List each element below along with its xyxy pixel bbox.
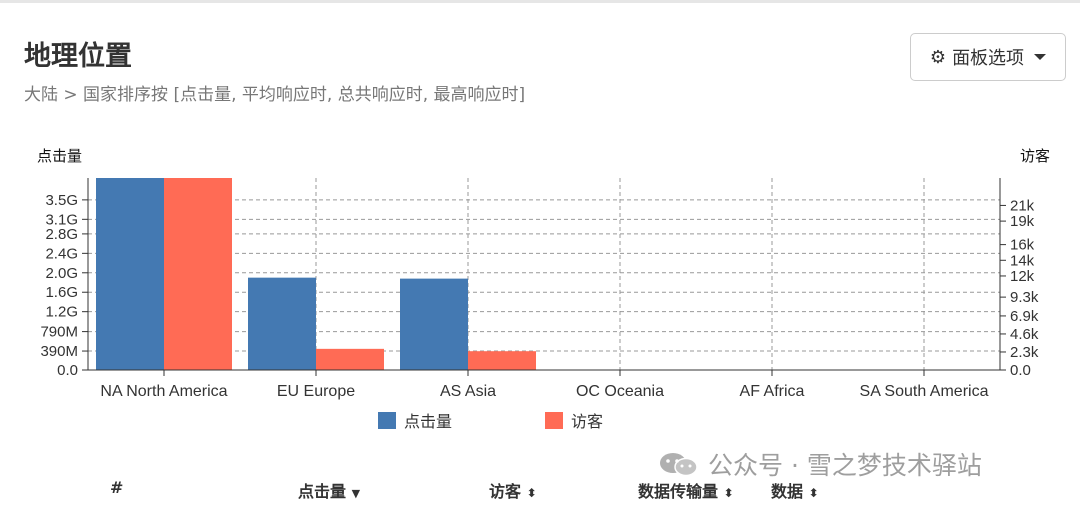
y-left-tick-label: 1.2G	[45, 304, 78, 321]
caret-down-icon	[1034, 54, 1047, 60]
x-tick-label: NA North America	[100, 383, 227, 400]
y-left-tick-label: 2.0G	[45, 265, 78, 282]
sort-icon: ⬍	[723, 486, 734, 500]
y-left-tick-label: 390M	[40, 343, 78, 360]
col-bandwidth-label: 数据传输量	[638, 482, 719, 501]
y-right-tick-label: 0.0	[1010, 362, 1031, 379]
y-left-tick-label: 3.1G	[45, 211, 78, 228]
col-bandwidth[interactable]: 数据传输量 ⬍	[638, 478, 734, 502]
y-right-tick-label: 14k	[1010, 252, 1035, 269]
page-title: 地理位置	[24, 41, 132, 72]
y-right-axis-label: 访客	[1020, 147, 1050, 165]
watermark-text: 公众号 · 雪之梦技术驿站	[708, 451, 982, 480]
y-left-tick-label: 0.0	[57, 362, 78, 379]
sort-desc-icon: ▼	[351, 487, 361, 500]
y-left-tick-label: 2.8G	[45, 226, 78, 243]
bar-hits	[96, 178, 164, 370]
y-right-tick-label: 21k	[1010, 197, 1035, 214]
x-tick-label: AF Africa	[740, 383, 805, 400]
col-hits[interactable]: 点击量 ▼	[298, 478, 360, 502]
gear-icon: ⚙	[929, 46, 947, 68]
y-left-tick-label: 790M	[40, 324, 78, 341]
x-tick-label: OC Oceania	[576, 383, 664, 400]
page-subtitle: 大陆 > 国家排序按 [点击量, 平均响应时, 总共响应时, 最高响应时]	[24, 85, 526, 105]
geo-bar-chart: 0.0 390M 790M 1.2G 1.6G 2.0G 2.4G 2.8G3.1G 3.5G 0…	[37, 147, 1050, 431]
top-border	[0, 0, 1080, 3]
legend-label: 访客	[571, 412, 603, 431]
x-tick-label: EU Europe	[277, 383, 355, 400]
y-left-tick-label: 2.4G	[45, 245, 78, 262]
y-right-tick-label: 9.3k	[1010, 289, 1039, 306]
y-right-tick-label: 4.6k	[1010, 326, 1039, 343]
wechat-icon	[658, 451, 700, 477]
panel-options-button[interactable]: ⚙ 面板选项	[910, 33, 1066, 81]
bar-visitors	[468, 351, 536, 370]
sort-icon: ⬍	[526, 486, 537, 500]
x-tick-label: AS Asia	[440, 383, 496, 400]
legend-swatch	[378, 412, 396, 429]
panel-options-label: 面板选项	[952, 48, 1025, 69]
col-data-label: 数据	[771, 482, 804, 501]
col-visitors[interactable]: 访客 ⬍	[489, 478, 537, 502]
col-hash[interactable]: #	[110, 478, 124, 497]
col-visitors-label: 访客	[489, 482, 522, 501]
bar-hits	[248, 277, 316, 370]
bar-hits	[400, 278, 468, 370]
col-hits-label: 点击量	[298, 482, 347, 501]
bar-visitors	[316, 348, 384, 370]
y-left-axis-label: 点击量	[37, 147, 82, 165]
legend-label: 点击量	[404, 412, 452, 431]
col-data[interactable]: 数据 ⬍	[771, 478, 819, 502]
sort-icon: ⬍	[808, 486, 819, 500]
y-right-tick-label: 12k	[1010, 268, 1035, 285]
y-left-tick-label: 3.5G	[45, 192, 78, 209]
y-right-tick-label: 2.3k	[1010, 344, 1039, 361]
y-right-tick-label: 6.9k	[1010, 308, 1039, 325]
y-left-tick-label: 1.6G	[45, 284, 78, 301]
y-right-tick-label: 19k	[1010, 213, 1035, 230]
x-tick-label: SA South America	[860, 383, 989, 400]
y-right-tick-label: 16k	[1010, 237, 1035, 254]
legend-swatch	[545, 412, 563, 429]
bar-visitors	[164, 178, 232, 370]
watermark: 公众号 · 雪之梦技术驿站	[658, 446, 982, 482]
